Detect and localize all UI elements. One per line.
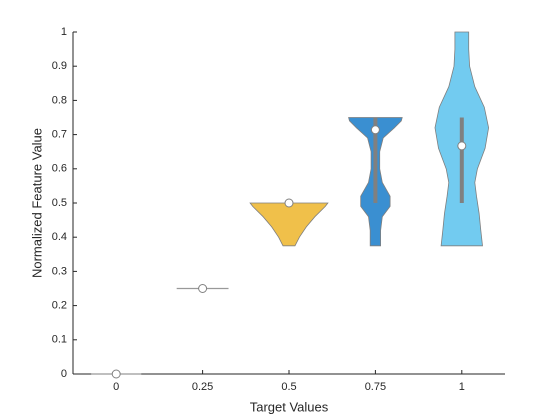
x-tick-label: 1 (459, 381, 465, 393)
violin (249, 202, 329, 247)
median (198, 284, 208, 293)
y-tick-label: 0 (61, 368, 67, 380)
y-tick-label: 0.3 (52, 265, 67, 277)
median (111, 369, 121, 379)
y-tick-label: 0.5 (52, 197, 67, 209)
x-tick-label: 0.75 (365, 381, 386, 393)
x-axis-label: Target Values (250, 399, 329, 414)
y-axis-label: Normalized Feature Value (29, 128, 44, 278)
y-tick-label: 0.8 (52, 94, 67, 106)
y-tick-label: 0.7 (52, 129, 67, 141)
median (284, 198, 294, 208)
x-tick-label: 0.5 (281, 381, 296, 393)
y-tick-label: 0.4 (52, 231, 67, 243)
x-tick-label: 0.25 (192, 381, 213, 393)
y-tick-label: 0.1 (52, 334, 67, 346)
y-tick-label: 0.2 (52, 300, 67, 312)
y-tick-label: 0.9 (52, 60, 67, 72)
y-tick-label: 0.6 (52, 163, 67, 175)
median (457, 141, 467, 151)
y-tick-label: 1 (61, 26, 67, 38)
x-tick-label: 0 (113, 381, 119, 393)
median (370, 125, 380, 135)
